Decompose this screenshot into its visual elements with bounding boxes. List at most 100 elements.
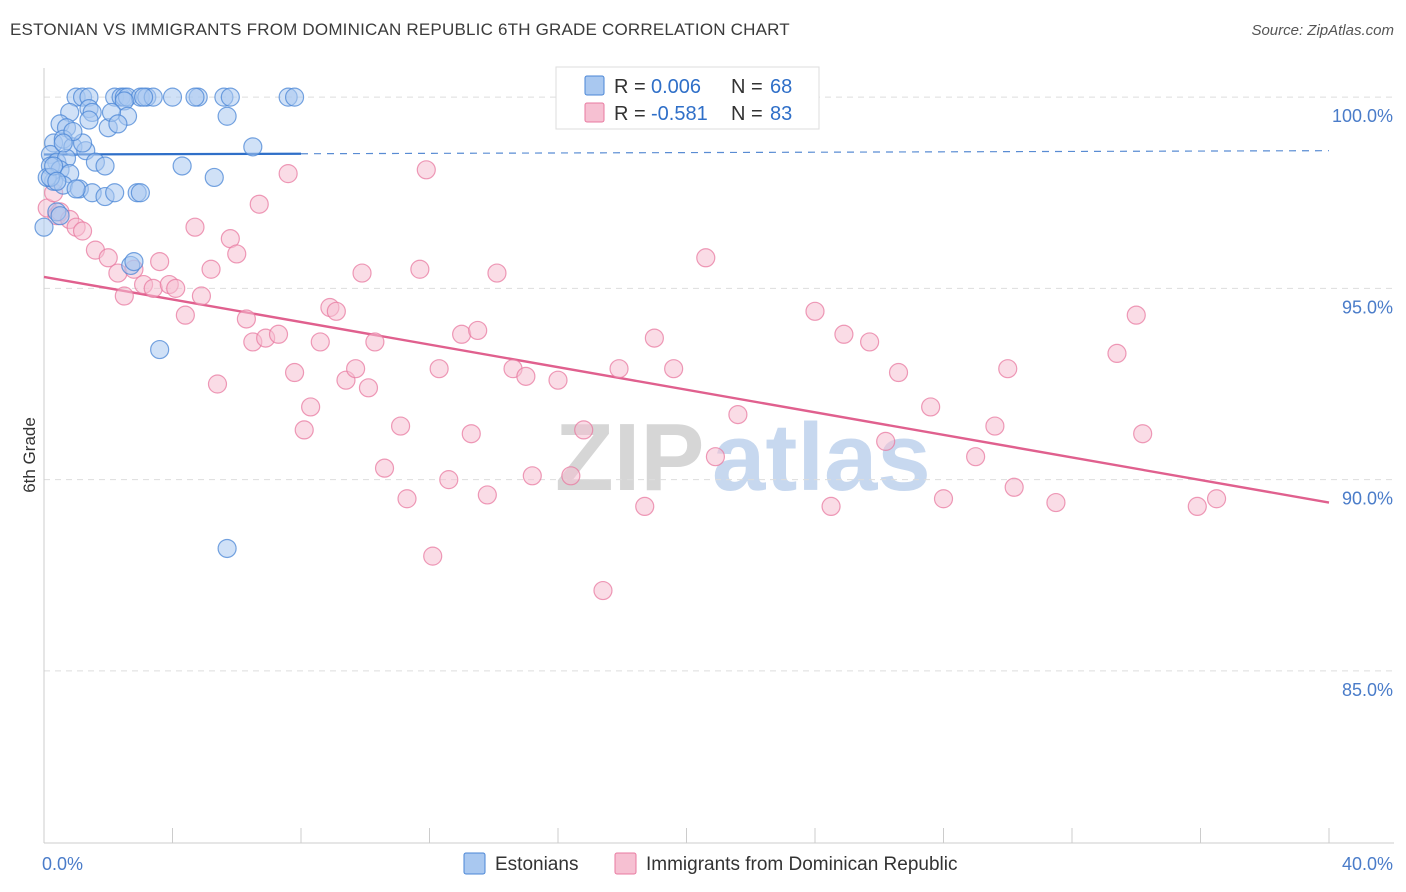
point-dominican bbox=[439, 470, 459, 490]
point-dominican bbox=[468, 320, 488, 341]
point-dominican bbox=[834, 324, 854, 344]
point-dominican bbox=[696, 248, 716, 268]
legend-box: R = 0.006 N = 68 R = -0.581 N = 83 bbox=[555, 66, 820, 130]
legend-n-value-pink: 83 bbox=[770, 103, 792, 125]
point-dominican bbox=[644, 328, 664, 348]
point-estonians bbox=[217, 538, 237, 559]
point-dominican bbox=[236, 309, 256, 329]
y-tick-label: 95.0% bbox=[1342, 297, 1393, 317]
point-dominican bbox=[227, 244, 247, 264]
point-dominican bbox=[487, 263, 507, 283]
point-dominican bbox=[72, 221, 93, 241]
point-dominican bbox=[207, 374, 228, 394]
point-dominican bbox=[664, 359, 684, 379]
data-points bbox=[34, 87, 1227, 601]
watermark-zip: ZIP bbox=[555, 404, 704, 511]
point-dominican bbox=[410, 259, 430, 279]
bottom-legend-swatch-estonians bbox=[463, 852, 486, 875]
point-dominican bbox=[574, 420, 594, 440]
y-tick-label: 90.0% bbox=[1342, 489, 1393, 509]
axes bbox=[43, 68, 1394, 844]
point-dominican bbox=[284, 362, 305, 383]
trend-line-dominican bbox=[43, 275, 1330, 504]
point-dominican bbox=[390, 416, 411, 436]
y-tick-label: 85.0% bbox=[1342, 680, 1393, 700]
point-estonians bbox=[217, 106, 237, 126]
point-dominican bbox=[150, 252, 170, 272]
point-estonians bbox=[185, 87, 205, 107]
point-dominican bbox=[397, 489, 417, 509]
point-estonians bbox=[243, 137, 263, 157]
legend-n-value-blue: 68 bbox=[770, 76, 792, 98]
point-dominican bbox=[114, 286, 134, 306]
point-estonians bbox=[284, 87, 305, 107]
legend-r-label-blue: R = bbox=[614, 76, 646, 98]
point-dominican bbox=[876, 431, 896, 451]
legend-n-label-pink: N = bbox=[731, 103, 763, 125]
point-dominican bbox=[365, 332, 385, 352]
point-dominican bbox=[1107, 343, 1127, 363]
x-tick-label: 0.0% bbox=[42, 854, 83, 874]
bottom-legend: Estonians Immigrants from Dominican Repu… bbox=[463, 852, 958, 875]
point-dominican bbox=[326, 301, 346, 321]
y-tick-labels: 100.0% 95.0% 90.0% 85.0% bbox=[1332, 106, 1393, 700]
legend-swatch-blue bbox=[584, 75, 605, 96]
point-estonians bbox=[53, 133, 73, 153]
point-estonians bbox=[79, 110, 99, 130]
point-estonians bbox=[133, 87, 154, 107]
point-dominican bbox=[429, 359, 449, 379]
point-dominican bbox=[374, 458, 395, 478]
chart-title: ESTONIAN VS IMMIGRANTS FROM DOMINICAN RE… bbox=[10, 20, 790, 39]
point-dominican bbox=[175, 305, 195, 325]
point-estonians bbox=[95, 156, 115, 176]
legend-r-value-pink: -0.581 bbox=[651, 103, 708, 125]
legend-r-label-pink: R = bbox=[614, 103, 646, 125]
point-dominican bbox=[805, 301, 825, 321]
point-estonians bbox=[130, 183, 150, 203]
point-dominican bbox=[966, 447, 986, 467]
point-dominican bbox=[1004, 477, 1024, 497]
point-dominican bbox=[301, 397, 321, 417]
point-dominican bbox=[1187, 496, 1207, 516]
x-tick-labels: 0.0% 40.0% bbox=[42, 854, 1393, 874]
y-axis-title: 6th Grade bbox=[20, 417, 39, 493]
point-estonians bbox=[50, 206, 70, 226]
point-dominican bbox=[1133, 424, 1153, 444]
point-dominican bbox=[635, 496, 655, 516]
point-dominican bbox=[593, 580, 613, 601]
point-dominican bbox=[346, 359, 366, 379]
point-dominican bbox=[705, 447, 726, 467]
point-dominican bbox=[416, 160, 436, 180]
point-dominican bbox=[358, 378, 379, 398]
point-estonians bbox=[172, 156, 192, 176]
legend-swatch-pink bbox=[584, 102, 605, 123]
point-dominican bbox=[516, 366, 536, 386]
point-dominican bbox=[1046, 492, 1066, 513]
watermark-atlas: atlas bbox=[712, 404, 931, 511]
point-dominican bbox=[522, 466, 542, 486]
point-estonians bbox=[220, 87, 240, 107]
bottom-legend-label-dominican: Immigrants from Dominican Republic bbox=[646, 854, 958, 875]
point-estonians bbox=[124, 252, 144, 272]
point-dominican bbox=[985, 416, 1005, 436]
point-estonians bbox=[105, 183, 125, 203]
point-dominican bbox=[477, 485, 497, 505]
point-dominican bbox=[268, 324, 289, 344]
y-tick-label: 100.0% bbox=[1332, 106, 1393, 126]
point-dominican bbox=[452, 324, 472, 344]
point-dominican bbox=[201, 259, 221, 279]
point-estonians bbox=[162, 87, 183, 107]
point-dominican bbox=[143, 278, 163, 298]
point-dominican bbox=[548, 370, 568, 390]
point-dominican bbox=[609, 359, 629, 379]
point-estonians bbox=[108, 114, 128, 134]
point-estonians bbox=[47, 171, 67, 191]
point-dominican bbox=[98, 248, 118, 268]
bottom-legend-swatch-dominican bbox=[614, 852, 637, 875]
point-dominican bbox=[278, 164, 298, 184]
point-dominican bbox=[1126, 305, 1146, 325]
point-dominican bbox=[888, 362, 909, 383]
point-dominican bbox=[998, 359, 1018, 379]
point-estonians bbox=[150, 339, 170, 360]
